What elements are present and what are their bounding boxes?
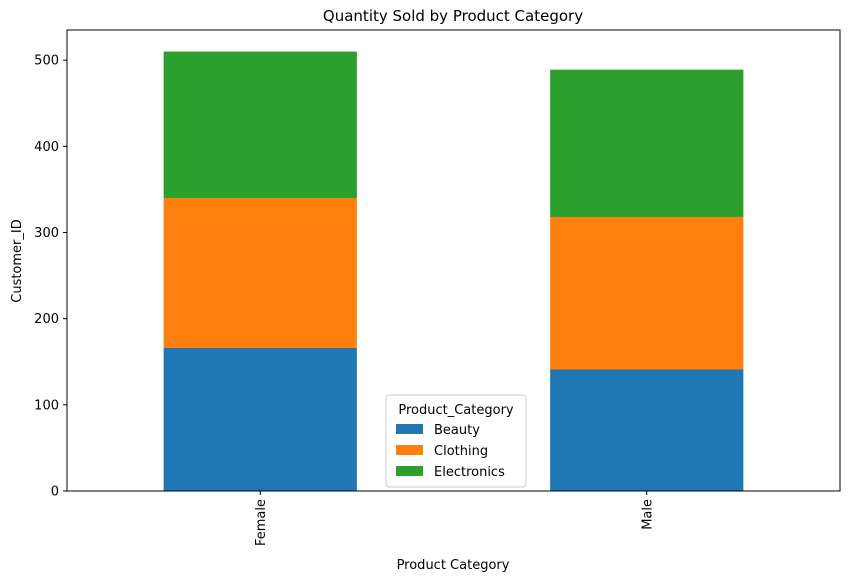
y-tick-label: 400 [34,140,59,155]
legend-box [385,394,527,488]
plot-area [66,29,841,492]
legend-swatch-electronics [396,466,423,476]
bar-electronics-female [163,51,357,199]
x-axis-label: Product Category [397,558,510,573]
legend-title: Product_Category [398,403,514,418]
y-axis: 0 100 200 300 400 500 [34,54,67,500]
bar-beauty-male [550,369,744,491]
legend-swatch-clothing [396,445,423,455]
x-tick-label-male: Male [640,499,655,530]
bar-electronics-male [550,69,744,217]
x-tick-label-female: Female [254,499,269,546]
bar-clothing-male [550,216,744,370]
y-tick-label: 500 [34,54,59,69]
y-tick-label: 300 [34,226,59,241]
chart-title: Quantity Sold by Product Category [323,7,583,25]
y-tick-label: 200 [34,312,59,327]
plot-frame [66,29,841,492]
legend-entry-electronics: Electronics [434,465,505,480]
y-axis-label: Customer_ID [10,219,25,303]
y-tick-label: 100 [34,398,59,413]
legend: Product_Category Beauty Clothing Electronic… [385,394,527,488]
y-tick-label: 0 [51,485,59,500]
legend-entry-clothing: Clothing [434,444,488,459]
legend-entry-beauty: Beauty [434,423,480,438]
legend-swatch-beauty [396,424,423,434]
x-axis: Female Male [254,491,655,546]
bar-clothing-female [163,198,357,348]
bar-beauty-female [163,347,357,491]
